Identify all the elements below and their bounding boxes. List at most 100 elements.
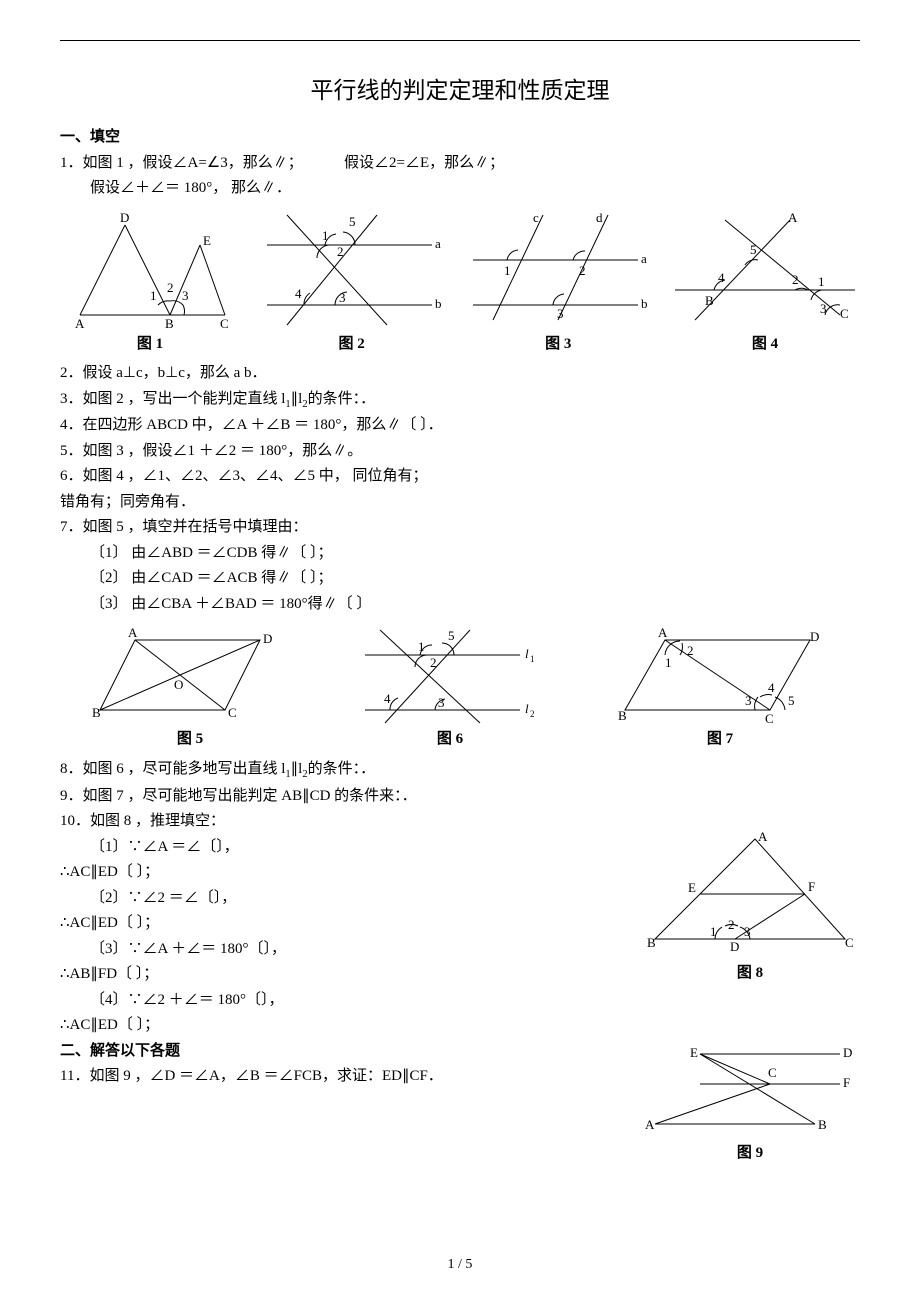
svg-text:1: 1 bbox=[710, 924, 717, 939]
svg-text:B: B bbox=[647, 935, 656, 950]
figure-2: a b 5 1 2 4 3 图 2 bbox=[257, 210, 447, 358]
svg-text:C: C bbox=[845, 935, 854, 950]
q8b: ∥l bbox=[291, 761, 303, 777]
q1-part-c: 假设∠＋∠＝ 180°， 那么∥． bbox=[60, 176, 860, 202]
fig6-label: 图 6 bbox=[350, 727, 550, 753]
fig6-svg: l1 l2 5 1 2 4 3 bbox=[350, 625, 550, 725]
svg-text:2: 2 bbox=[167, 280, 174, 295]
q8c: 的条件：． bbox=[308, 761, 376, 777]
figure-row-2: A D B C O 图 5 bbox=[60, 625, 860, 753]
fig3-svg: a b c d 1 2 3 bbox=[463, 210, 653, 330]
fig5-svg: A D B C O bbox=[90, 625, 290, 725]
figure-6: l1 l2 5 1 2 4 3 图 6 bbox=[350, 625, 550, 753]
q5: 5．如图 3 ，假设∠1 ＋∠2 ＝ 180°，那么∥。 bbox=[60, 439, 860, 465]
fig7-svg: A D B C 1 2 3 4 5 bbox=[610, 625, 830, 725]
q10: 10．如图 8 ，推理填空： bbox=[60, 809, 620, 835]
fig9-svg: E D C F A B bbox=[640, 1039, 860, 1139]
svg-text:5: 5 bbox=[349, 214, 356, 229]
svg-text:l: l bbox=[525, 701, 529, 716]
svg-text:a: a bbox=[435, 236, 441, 251]
svg-text:2: 2 bbox=[530, 709, 535, 719]
figure-1: A B C D E 1 2 3 图 1 bbox=[60, 210, 240, 358]
figure-3: a b c d 1 2 3 图 3 bbox=[463, 210, 653, 358]
svg-text:A: A bbox=[788, 210, 798, 225]
q9: 9．如图 7 ，尽可能地写出能判定 AB∥CD 的条件来：． bbox=[60, 784, 860, 810]
svg-text:D: D bbox=[263, 631, 272, 646]
svg-text:C: C bbox=[228, 705, 237, 720]
svg-text:2: 2 bbox=[579, 263, 586, 278]
svg-text:l: l bbox=[525, 646, 529, 661]
figure-4: A B C 4 5 2 1 3 图 4 bbox=[670, 210, 860, 358]
q10-3: 〔3〕∵∠A ＋∠＝ 180°〔〕， bbox=[60, 937, 620, 963]
svg-text:D: D bbox=[730, 939, 739, 954]
figure-row-1: A B C D E 1 2 3 图 1 bbox=[60, 210, 860, 358]
svg-text:1: 1 bbox=[504, 263, 511, 278]
section-1-head: 一、填空 bbox=[60, 125, 860, 151]
section-2-head: 二、解答以下各题 bbox=[60, 1039, 620, 1065]
q10-2: 〔2〕∵∠2 ＝∠〔〕， bbox=[60, 886, 620, 912]
q7-2: 〔2〕 由∠CAD ＝∠ACB 得∥〔 〕； bbox=[60, 566, 860, 592]
q6a: 6．如图 4 ，∠1、∠2、∠3、∠4、∠5 中， 同位角有； bbox=[60, 464, 860, 490]
page-title: 平行线的判定定理和性质定理 bbox=[60, 71, 860, 110]
q7-1: 〔1〕 由∠ABD ＝∠CDB 得∥〔 〕； bbox=[60, 541, 860, 567]
q2: 2．假设 a⊥c，b⊥c，那么 a b． bbox=[60, 361, 860, 387]
svg-text:B: B bbox=[92, 705, 101, 720]
svg-text:3: 3 bbox=[557, 306, 564, 321]
fig8-label: 图 8 bbox=[640, 961, 860, 987]
q10-1b: ∴AC∥ED〔 〕； bbox=[60, 860, 620, 886]
svg-text:4: 4 bbox=[718, 270, 725, 285]
svg-text:B: B bbox=[165, 316, 174, 330]
fig4-svg: A B C 4 5 2 1 3 bbox=[670, 210, 860, 330]
fig1-label: 图 1 bbox=[60, 332, 240, 358]
svg-text:3: 3 bbox=[438, 695, 445, 710]
svg-text:2: 2 bbox=[792, 272, 799, 287]
svg-text:E: E bbox=[688, 880, 696, 895]
svg-text:4: 4 bbox=[295, 286, 302, 301]
q10-4: 〔4〕∵∠2 ＋∠＝ 180°〔〕， bbox=[60, 988, 620, 1014]
svg-text:5: 5 bbox=[788, 693, 795, 708]
svg-text:1: 1 bbox=[150, 288, 157, 303]
q11-block: 二、解答以下各题 11．如图 9 ，∠D ＝∠A，∠B ＝∠FCB，求证：ED∥… bbox=[60, 1039, 860, 1167]
svg-text:B: B bbox=[818, 1117, 827, 1132]
svg-text:2: 2 bbox=[430, 655, 437, 670]
svg-text:D: D bbox=[120, 210, 129, 225]
q10-block: 10．如图 8 ，推理填空： 〔1〕∵∠A ＝∠〔〕， ∴AC∥ED〔 〕； 〔… bbox=[60, 809, 860, 1039]
svg-text:1: 1 bbox=[665, 655, 672, 670]
svg-text:3: 3 bbox=[744, 924, 751, 939]
q10-2b: ∴AC∥ED〔 〕； bbox=[60, 911, 620, 937]
q8a: 8．如图 6 ，尽可能多地写出直线 l bbox=[60, 761, 285, 777]
figure-9: E D C F A B 图 9 bbox=[640, 1039, 860, 1167]
svg-text:C: C bbox=[220, 316, 229, 330]
q10-1: 〔1〕∵∠A ＝∠〔〕， bbox=[60, 835, 620, 861]
q7-3: 〔3〕 由∠CBA ＋∠BAD ＝ 180°得∥〔 〕 bbox=[60, 592, 860, 618]
svg-text:b: b bbox=[641, 296, 648, 311]
svg-text:A: A bbox=[75, 316, 85, 330]
svg-text:A: A bbox=[658, 625, 668, 640]
figure-8: A B C E F D 1 2 3 图 8 bbox=[640, 829, 860, 987]
q10-3b: ∴AB∥FD〔 〕； bbox=[60, 962, 620, 988]
svg-text:5: 5 bbox=[448, 628, 455, 643]
fig7-label: 图 7 bbox=[610, 727, 830, 753]
svg-text:A: A bbox=[758, 829, 768, 844]
svg-text:A: A bbox=[645, 1117, 655, 1132]
svg-text:C: C bbox=[768, 1065, 777, 1080]
fig1-svg: A B C D E 1 2 3 bbox=[60, 210, 240, 330]
svg-text:1: 1 bbox=[418, 639, 425, 654]
fig3-label: 图 3 bbox=[463, 332, 653, 358]
svg-text:c: c bbox=[533, 210, 539, 225]
q1-part-b: 假设∠2=∠E，那么∥； bbox=[344, 155, 504, 171]
fig5-label: 图 5 bbox=[90, 727, 290, 753]
fig4-label: 图 4 bbox=[670, 332, 860, 358]
q1: 1．如图 1 ，假设∠A=∠3，那么∥； 假设∠2=∠E，那么∥； bbox=[60, 151, 860, 177]
q3a: 3．如图 2 ，写出一个能判定直线 l bbox=[60, 391, 285, 407]
svg-text:1: 1 bbox=[530, 654, 535, 664]
svg-text:A: A bbox=[128, 625, 138, 640]
svg-text:3: 3 bbox=[745, 693, 752, 708]
svg-text:5: 5 bbox=[750, 242, 757, 257]
fig9-label: 图 9 bbox=[640, 1141, 860, 1167]
svg-text:1: 1 bbox=[818, 274, 825, 289]
svg-text:B: B bbox=[705, 293, 714, 308]
svg-text:D: D bbox=[810, 629, 819, 644]
q3c: 的条件：． bbox=[308, 391, 376, 407]
q1-part-a: 1．如图 1 ，假设∠A=∠3，那么∥； bbox=[60, 155, 303, 171]
